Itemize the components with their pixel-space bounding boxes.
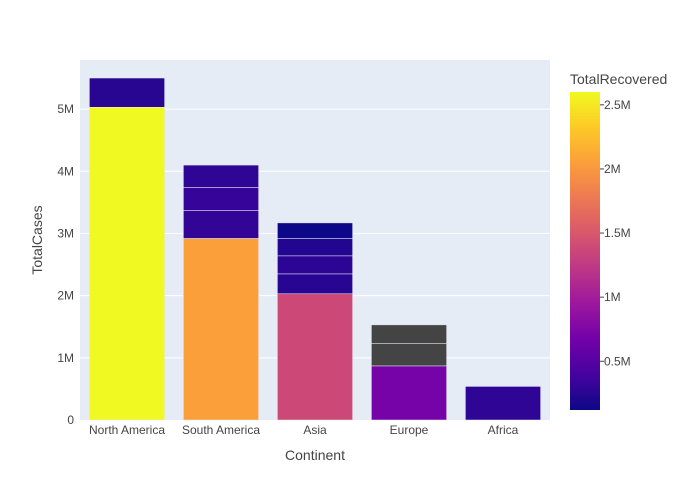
bar-segment[interactable]: [277, 293, 353, 421]
bar-segment[interactable]: [183, 238, 259, 421]
bar-segment[interactable]: [89, 77, 165, 108]
bar-segment[interactable]: [183, 187, 259, 211]
y-tick-label: 1M: [57, 351, 74, 365]
y-tick-label: 4M: [57, 164, 74, 178]
bar-segment[interactable]: [89, 107, 165, 421]
y-tick-label: 2M: [57, 289, 74, 303]
colorbar-gradient: [570, 92, 600, 410]
bar-segment[interactable]: [277, 255, 353, 275]
colorbar-tick-label: 1.5M: [604, 226, 631, 240]
colorbar: TotalRecovered 0.5M 1M 1.5M 2M 2.5M: [570, 71, 667, 410]
colorbar-tick-label: 0.5M: [604, 354, 631, 368]
x-axis-title: Continent: [285, 447, 345, 463]
x-tick-label: Africa: [488, 423, 519, 437]
x-tick-label: Europe: [390, 423, 429, 437]
bar-segment[interactable]: [277, 238, 353, 257]
bar-segment[interactable]: [465, 386, 541, 421]
x-tick-label: North America: [89, 423, 165, 437]
colorbar-tick-label: 2.5M: [604, 98, 631, 112]
colorbar-ticks: 0.5M 1M 1.5M 2M 2.5M: [600, 98, 631, 368]
x-axis-ticks: North America South America Asia Europe Afri…: [89, 423, 519, 437]
y-axis-ticks: 0 1M 2M 3M 4M 5M: [57, 102, 74, 427]
bar-segment[interactable]: [183, 164, 259, 188]
y-axis-title: TotalCases: [29, 205, 45, 274]
bar-segment[interactable]: [371, 343, 447, 367]
y-tick-label: 3M: [57, 226, 74, 240]
y-tick-label: 0: [67, 413, 74, 427]
bar-segment[interactable]: [371, 324, 447, 344]
bars: [89, 77, 541, 421]
bar-segment[interactable]: [183, 210, 259, 239]
colorbar-tick-label: 1M: [604, 290, 621, 304]
bar-segment[interactable]: [277, 222, 353, 239]
x-tick-label: Asia: [303, 423, 327, 437]
bar-segment[interactable]: [371, 365, 447, 421]
colorbar-title: TotalRecovered: [570, 71, 667, 87]
x-tick-label: South America: [182, 423, 260, 437]
bar-segment[interactable]: [277, 273, 353, 295]
colorbar-tick-label: 2M: [604, 162, 621, 176]
y-tick-label: 5M: [57, 102, 74, 116]
